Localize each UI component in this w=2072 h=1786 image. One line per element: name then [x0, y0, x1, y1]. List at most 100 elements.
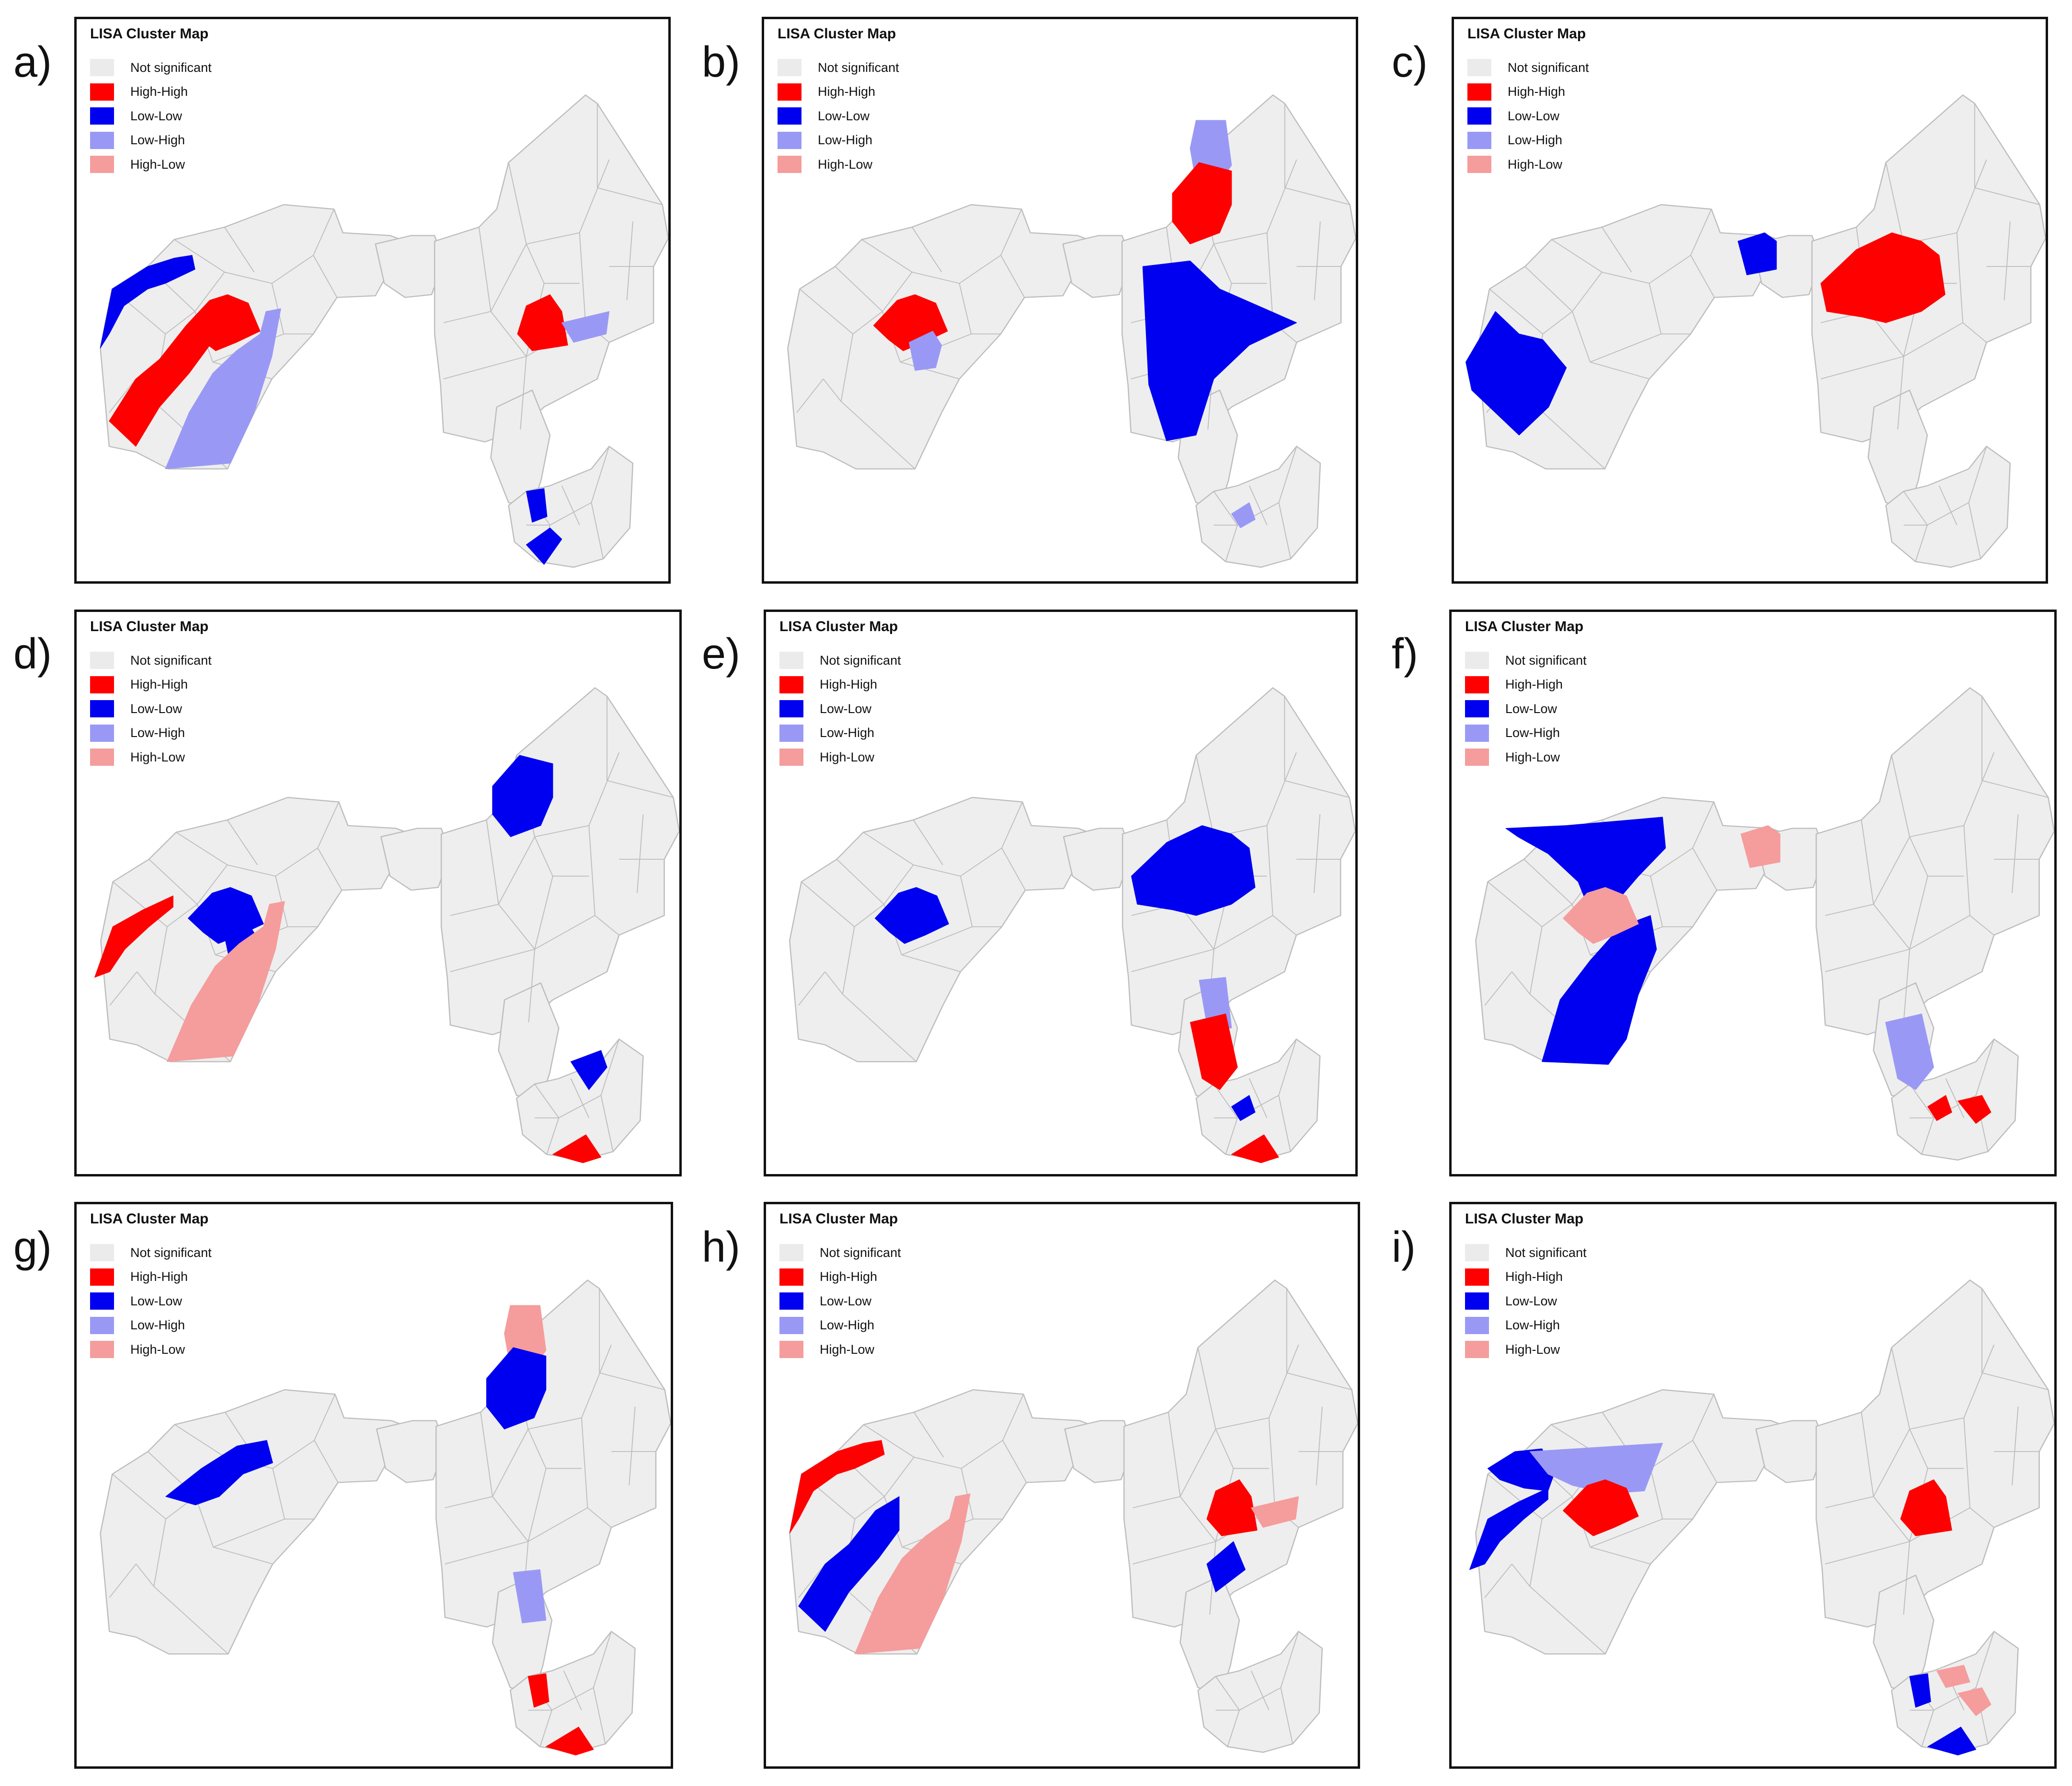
- region-boundary: [913, 819, 943, 865]
- base-region-east: [1123, 1279, 1358, 1628]
- region-boundary: [1969, 915, 1994, 936]
- cluster-hl-west-south: [854, 1493, 971, 1654]
- legend-item: Not significant: [778, 56, 899, 80]
- legend-swatch: [779, 724, 803, 742]
- region-boundary: [1542, 1496, 1573, 1520]
- cluster-lh-south-center: [1231, 502, 1256, 529]
- legend-item: High-Low: [779, 1337, 901, 1362]
- region-boundary: [1968, 502, 1981, 559]
- legend-swatch: [779, 1341, 803, 1359]
- legend: LISA Cluster Map Not significant High-High…: [1465, 1211, 1587, 1362]
- region-boundary: [1179, 1429, 1216, 1497]
- base-region-south: [509, 1631, 636, 1753]
- region-boundary: [109, 1564, 137, 1598]
- region-boundary: [840, 401, 916, 470]
- map-panel: LISA Cluster Map Not significant High-High…: [764, 1202, 1360, 1769]
- map-canvas: [94, 687, 679, 1164]
- cluster-lh-east-south-tip: [1885, 1014, 1935, 1090]
- legend: LISA Cluster Map Not significant High-High…: [1465, 619, 1587, 770]
- region-boundary: [1530, 401, 1605, 470]
- cluster-hh-south-center: [1927, 1095, 1952, 1121]
- region-boundary: [508, 162, 527, 244]
- cluster-hh-west-northwest: [789, 1440, 885, 1533]
- legend-item: Low-High: [1467, 128, 1589, 153]
- region-boundary: [1650, 1440, 1693, 1469]
- base-region-bridge: [376, 1420, 446, 1483]
- legend-swatch: [1465, 749, 1489, 766]
- legend-swatch: [90, 676, 114, 693]
- region-boundary: [599, 1372, 665, 1390]
- legend-item: Low-High: [1465, 1314, 1587, 1338]
- region-boundary: [1825, 948, 1910, 972]
- region-boundary: [824, 971, 843, 995]
- region-boundary: [1284, 187, 1350, 205]
- region-boundary: [317, 802, 340, 849]
- region-boundary: [1873, 1429, 1910, 1497]
- region-boundary: [450, 948, 535, 972]
- legend-item: Low-High: [778, 128, 899, 153]
- region-boundary: [1131, 948, 1214, 972]
- region-boundary: [913, 864, 961, 877]
- legend-label: Low-High: [1508, 133, 1563, 148]
- region-boundary: [174, 1424, 226, 1458]
- legend-label: High-High: [1505, 1269, 1563, 1284]
- legend: LISA Cluster Map Not significant High-High…: [90, 26, 212, 177]
- region-boundary: [1278, 446, 1297, 503]
- region-boundary: [445, 1496, 493, 1509]
- region-boundary: [1266, 825, 1273, 916]
- legend-label: Not significant: [130, 60, 212, 75]
- region-boundary: [1909, 825, 1964, 838]
- region-boundary: [959, 283, 972, 334]
- legend-swatch: [779, 676, 803, 693]
- legend-swatch: [1467, 83, 1491, 101]
- region-boundary: [551, 1687, 594, 1711]
- region-boundary: [1523, 859, 1573, 905]
- region-boundary: [1215, 1676, 1240, 1711]
- region-boundary: [1921, 1710, 1935, 1747]
- region-boundary: [1963, 825, 1970, 916]
- legend-item: High-High: [90, 673, 212, 697]
- region-boundary: [1648, 283, 1662, 334]
- region-boundary: [1601, 227, 1632, 273]
- region-boundary: [526, 232, 580, 245]
- legend-item: Low-High: [779, 721, 901, 746]
- legend-swatch: [90, 107, 114, 125]
- map-canvas: [100, 1279, 671, 1756]
- legend-label: Not significant: [820, 653, 901, 668]
- base-region-bridge: [1755, 1420, 1826, 1483]
- region-boundary: [314, 1394, 336, 1441]
- cluster-lh-west-south: [165, 308, 281, 469]
- legend-item: High-Low: [1467, 152, 1589, 177]
- legend-item: Low-Low: [1465, 1289, 1587, 1314]
- legend-swatch: [1467, 131, 1491, 149]
- region-boundary: [1963, 752, 1995, 826]
- region-boundary: [863, 832, 914, 865]
- region-boundary: [2011, 1406, 2019, 1486]
- legend-item: Low-High: [90, 721, 212, 746]
- region-boundary: [1861, 819, 1874, 905]
- map-panel: LISA Cluster Map Not significant High-High…: [1452, 17, 2048, 584]
- region-boundary: [959, 254, 1001, 284]
- region-boundary: [1903, 1541, 1911, 1615]
- legend-swatch: [778, 107, 801, 125]
- base-region-south: [1195, 446, 1321, 568]
- legend-item: Low-Low: [90, 1289, 212, 1314]
- legend-item: Low-High: [90, 1314, 212, 1338]
- legend-item: Low-Low: [778, 104, 899, 128]
- region-boundary: [534, 915, 595, 950]
- map-panel: LISA Cluster Map Not significant High-High…: [764, 610, 1358, 1176]
- cluster-hh-east-south-tip: [1190, 1014, 1238, 1090]
- base-region-west: [1475, 1389, 1802, 1655]
- legend-swatch: [1467, 156, 1491, 173]
- base-region-west: [789, 796, 1109, 1062]
- panel-label: e): [702, 630, 741, 678]
- legend-title: LISA Cluster Map: [1465, 619, 1584, 634]
- region-boundary: [478, 227, 492, 312]
- base-region-bridge: [375, 235, 444, 298]
- legend-item: Low-Low: [1467, 104, 1589, 128]
- region-boundary: [1981, 780, 2049, 798]
- region-boundary: [1891, 1347, 1911, 1429]
- legend-label: High-High: [818, 84, 876, 99]
- region-boundary: [1974, 187, 2040, 205]
